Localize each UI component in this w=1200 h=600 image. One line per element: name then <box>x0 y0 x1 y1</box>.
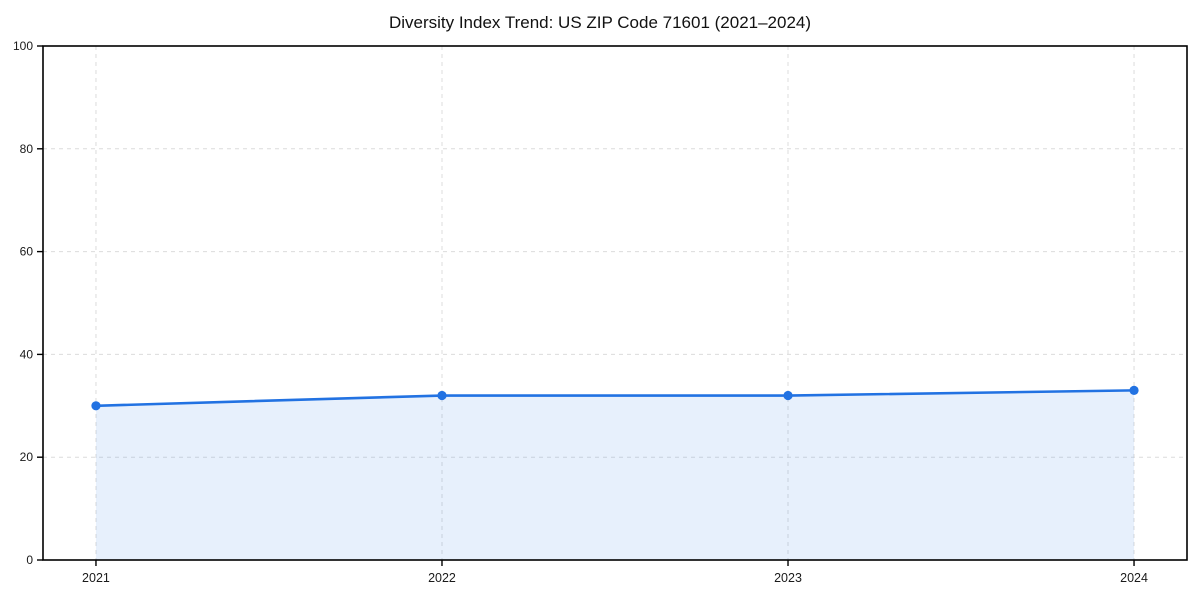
y-tick-label: 0 <box>26 553 33 567</box>
x-tick-label: 2023 <box>774 571 802 585</box>
x-tick-label: 2022 <box>428 571 456 585</box>
plot-border <box>42 45 1188 561</box>
chart-title: Diversity Index Trend: US ZIP Code 71601… <box>389 13 811 32</box>
data-point <box>437 390 447 401</box>
trend-line <box>94 389 1136 408</box>
x-tick-label: 2024 <box>1120 571 1148 585</box>
y-tick-label: 80 <box>20 142 34 156</box>
y-tick-label: 20 <box>20 450 34 464</box>
x-tick-label: 2021 <box>82 571 110 585</box>
data-point <box>91 401 101 411</box>
y-tick-label: 100 <box>13 39 33 53</box>
grid-layer <box>43 46 1187 560</box>
area-fill <box>95 390 1135 560</box>
data-point <box>783 390 793 401</box>
y-tick-label: 40 <box>20 347 34 361</box>
y-tick-label: 60 <box>20 245 34 259</box>
axes-layer: 0 20 40 60 80 100 2021 2022 2023 2024 <box>13 39 1188 585</box>
data-point <box>1129 385 1139 395</box>
data-layer <box>91 385 1139 560</box>
